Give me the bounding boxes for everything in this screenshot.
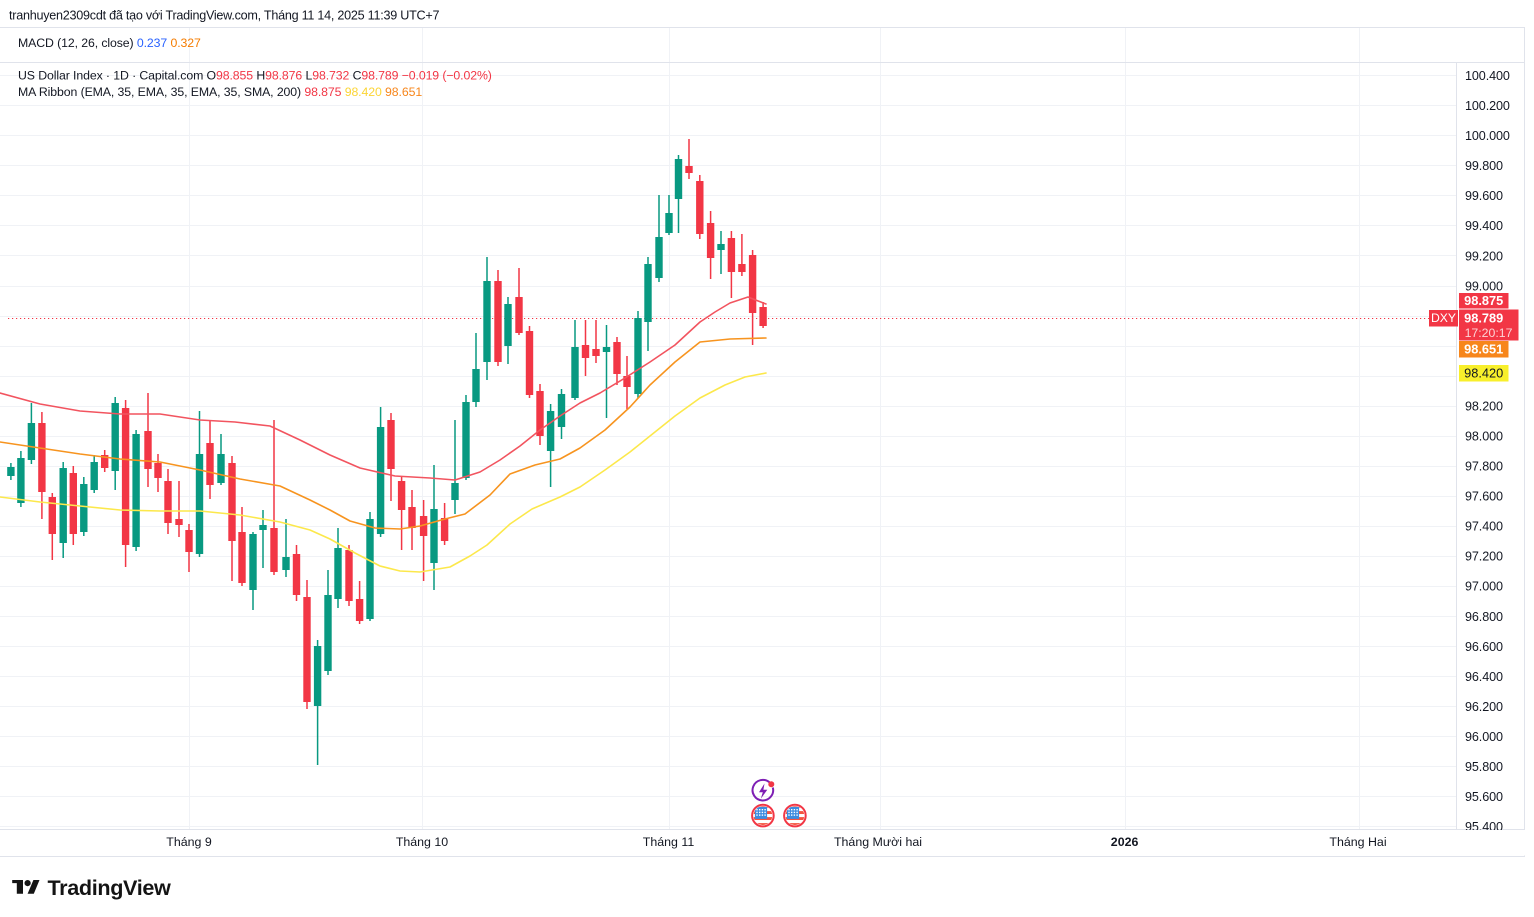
svg-text:100.000: 100.000 xyxy=(1465,129,1510,143)
svg-text:TradingView: TradingView xyxy=(48,875,172,900)
svg-text:100.400: 100.400 xyxy=(1465,69,1510,83)
svg-text:17:20:17: 17:20:17 xyxy=(1465,326,1513,340)
svg-text:99.800: 99.800 xyxy=(1465,159,1503,173)
svg-text:98.875: 98.875 xyxy=(1464,293,1503,308)
svg-text:97.000: 97.000 xyxy=(1465,580,1503,594)
svg-text:98.000: 98.000 xyxy=(1465,430,1503,444)
svg-text:tranhuyen2309cdt đã tạo với Tr: tranhuyen2309cdt đã tạo với TradingView.… xyxy=(9,9,440,23)
svg-text:98.420: 98.420 xyxy=(1464,366,1503,381)
svg-text:95.800: 95.800 xyxy=(1465,760,1503,774)
svg-text:MACD (12, 26, close) 0.237 0.3: MACD (12, 26, close) 0.237 0.327 xyxy=(18,36,201,50)
svg-text:98.651: 98.651 xyxy=(1464,341,1503,356)
svg-text:97.200: 97.200 xyxy=(1465,550,1503,564)
svg-text:99.600: 99.600 xyxy=(1465,189,1503,203)
svg-text:97.600: 97.600 xyxy=(1465,490,1503,504)
svg-text:96.800: 96.800 xyxy=(1465,610,1503,624)
svg-text:96.200: 96.200 xyxy=(1465,700,1503,714)
svg-text:98.200: 98.200 xyxy=(1465,399,1503,413)
svg-text:96.600: 96.600 xyxy=(1465,640,1503,654)
svg-text:Tháng Hai: Tháng Hai xyxy=(1329,835,1386,849)
svg-text:DXY: DXY xyxy=(1431,311,1456,325)
svg-text:Tháng Mười hai: Tháng Mười hai xyxy=(834,835,922,849)
svg-text:2026: 2026 xyxy=(1111,835,1139,849)
svg-text:96.000: 96.000 xyxy=(1465,730,1503,744)
svg-text:95.600: 95.600 xyxy=(1465,790,1503,804)
svg-text:100.200: 100.200 xyxy=(1465,99,1510,113)
svg-text:99.400: 99.400 xyxy=(1465,219,1503,233)
svg-text:Tháng 9: Tháng 9 xyxy=(166,835,212,849)
svg-text:96.400: 96.400 xyxy=(1465,670,1503,684)
svg-text:99.000: 99.000 xyxy=(1465,279,1503,293)
svg-text:Tháng 11: Tháng 11 xyxy=(643,835,695,849)
svg-text:MA Ribbon (EMA, 35, EMA, 35, E: MA Ribbon (EMA, 35, EMA, 35, EMA, 35, SM… xyxy=(18,85,422,99)
svg-text:US Dollar Index · 1D · Capital: US Dollar Index · 1D · Capital.com O98.8… xyxy=(18,69,492,83)
svg-text:98.789: 98.789 xyxy=(1464,310,1503,325)
svg-text:Tháng 10: Tháng 10 xyxy=(396,835,448,849)
svg-text:97.400: 97.400 xyxy=(1465,520,1503,534)
svg-text:99.200: 99.200 xyxy=(1465,249,1503,263)
svg-text:97.800: 97.800 xyxy=(1465,460,1503,474)
